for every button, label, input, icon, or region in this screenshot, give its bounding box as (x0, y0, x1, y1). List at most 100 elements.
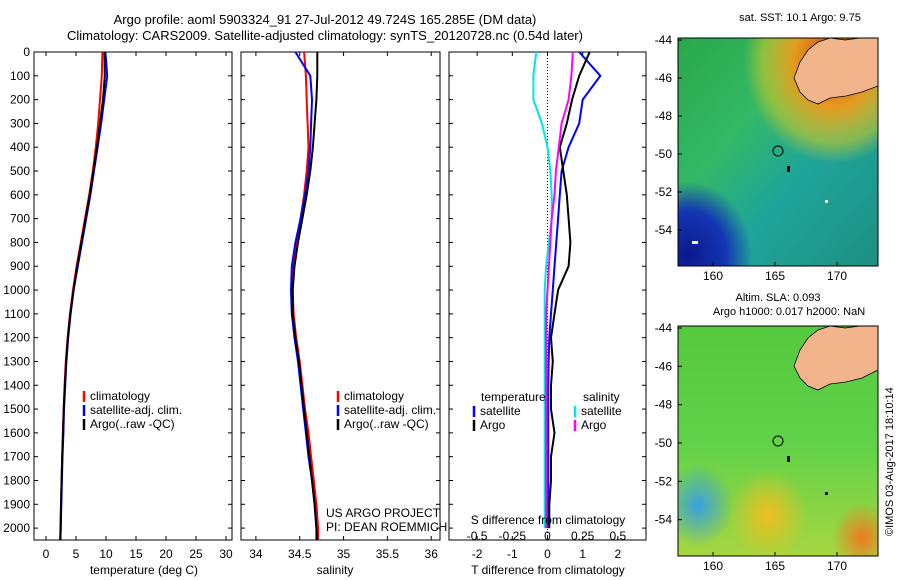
temperature-xlabel: temperature (deg C) (89, 563, 199, 577)
project-note: US ARGO PROJECT (326, 506, 441, 520)
temperature-legend-label: Argo(..raw -QC) (90, 417, 175, 431)
depth-tick-label: 1700 (3, 450, 30, 464)
salinity-xtick-label: 36 (425, 547, 439, 561)
difference-xlabel: T difference from climatology (471, 563, 625, 577)
map-xtick-label: 160 (703, 269, 723, 283)
diff-legend-sal-label: satellite (581, 404, 622, 418)
temperature-xtick-label: 15 (129, 547, 143, 561)
map-xtick-label: 160 (703, 559, 723, 573)
difference-xtick-label: 1 (579, 547, 586, 561)
difference-series-1 (548, 51, 591, 529)
map-xtick-label: 165 (765, 559, 785, 573)
profile-panels: 0100200300400500600700800900100011001200… (3, 45, 647, 561)
salinity-frame (240, 51, 441, 541)
map-xtick-label: 170 (827, 559, 847, 573)
map-ytick-label: -50 (655, 436, 673, 450)
temperature-xtick-label: 25 (189, 547, 203, 561)
map-ytick-label: -54 (655, 223, 673, 237)
chart-subtitle: Climatology: CARS2009. Satellite-adjuste… (67, 28, 583, 43)
diff-legend-sal-head: salinity (583, 390, 620, 404)
sst-island (787, 166, 790, 172)
temperature-xtick-label: 10 (99, 547, 113, 561)
depth-tick-label: 100 (10, 69, 30, 83)
depth-tick-label: 0 (23, 45, 30, 59)
difference-stick-label: -0.5 (467, 529, 488, 543)
sst-map-title: sat. SST: 10.1 Argo: 9.75 (739, 12, 861, 24)
map-ytick-label: -48 (655, 398, 673, 412)
map-ytick-label: -50 (655, 147, 673, 161)
temperature-frame (33, 51, 233, 541)
difference-xtick-label: -1 (507, 547, 518, 561)
salinity-legend-label: climatology (344, 389, 404, 403)
salinity-xtick-label: 35 (337, 547, 351, 561)
difference-series-3 (545, 51, 574, 529)
depth-tick-label: 500 (10, 164, 30, 178)
depth-tick-label: 1000 (3, 283, 30, 297)
depth-tick-label: 200 (10, 93, 30, 107)
difference-xtick-label: 2 (615, 547, 622, 561)
pi-note: PI: DEAN ROEMMICH (326, 520, 448, 534)
difference-stick-label: 0 (544, 529, 551, 543)
map-ytick-label: -44 (655, 321, 673, 335)
depth-tick-label: 400 (10, 140, 30, 154)
chart-title: Argo profile: aoml 5903324_91 27-Jul-201… (113, 12, 537, 27)
sst-map-frame (677, 37, 879, 267)
sla-island (787, 456, 790, 462)
map-ytick-label: -46 (655, 71, 673, 85)
depth-tick-label: 1600 (3, 426, 30, 440)
depth-tick-label: 1100 (4, 307, 30, 321)
salinity-xtick-label: 34.5 (288, 547, 312, 561)
temperature-legend-label: climatology (90, 389, 150, 403)
difference-stick-label: -0.25 (499, 529, 527, 543)
salinity-xtick-label: 35.5 (376, 547, 400, 561)
sla-island-2 (825, 492, 828, 495)
difference-series-2 (532, 51, 553, 529)
map-xtick-label: 165 (765, 269, 785, 283)
difference-stick-label: 0.25 (571, 529, 595, 543)
map-axes: -44 -46 -48 -50 -52 -54 160 165 170 -44 -46 -48 -50 -… (655, 33, 848, 573)
depth-tick-label: 2000 (3, 521, 30, 535)
salinity-legend-label: satellite-adj. clim. (344, 403, 436, 417)
salinity-legend-label: Argo(..raw -QC) (344, 417, 429, 431)
temperature-xtick-label: 30 (219, 547, 233, 561)
difference-xtick-label: -2 (472, 547, 483, 561)
salinity-xlabel: salinity (316, 563, 354, 577)
salinity-xtick-label: 34 (249, 547, 263, 561)
temperature-xtick-label: 20 (159, 547, 173, 561)
salinity-series-2 (291, 52, 319, 541)
diff-legend-temp-label: satellite (480, 404, 521, 418)
depth-tick-label: 300 (10, 116, 30, 130)
sla-map-frame (677, 325, 879, 557)
difference-stick-label: 0.5 (610, 529, 627, 543)
sst-argo-marker (772, 145, 784, 157)
depth-tick-label: 600 (10, 188, 30, 202)
temperature-xtick-label: 0 (43, 547, 50, 561)
sla-map (677, 325, 879, 557)
map-ytick-label: -52 (655, 474, 673, 488)
depth-tick-label: 700 (10, 212, 30, 226)
sla-map-title-1: Altim. SLA: 0.093 (735, 292, 821, 304)
depth-tick-label: 900 (10, 259, 30, 273)
difference-series-0 (547, 51, 602, 529)
imos-stamp: ©IMOS 03-Aug-2017 18:10:14 (884, 387, 896, 536)
map-ytick-label: -46 (655, 359, 673, 373)
depth-tick-label: 1800 (3, 473, 30, 487)
temperature-legend-label: satellite-adj. clim. (90, 403, 182, 417)
depth-tick-label: 1900 (3, 497, 30, 511)
sla-map-title-2: Argo h1000: 0.017 h2000: NaN (712, 306, 866, 318)
diff-legend-temp-label: Argo (480, 418, 506, 432)
depth-tick-label: 800 (10, 235, 30, 249)
map-ytick-label: -52 (655, 185, 673, 199)
sst-map (677, 37, 879, 267)
depth-tick-label: 1300 (3, 354, 30, 368)
sst-island-2 (825, 200, 828, 203)
depth-tick-label: 1400 (3, 378, 30, 392)
map-ytick-label: -44 (655, 33, 673, 47)
depth-tick-label: 1500 (3, 402, 30, 416)
map-xtick-label: 170 (827, 269, 847, 283)
temperature-series-2 (59, 51, 106, 541)
map-ytick-label: -54 (655, 513, 673, 527)
map-ytick-label: -48 (655, 109, 673, 123)
temperature-xtick-label: 5 (73, 547, 80, 561)
